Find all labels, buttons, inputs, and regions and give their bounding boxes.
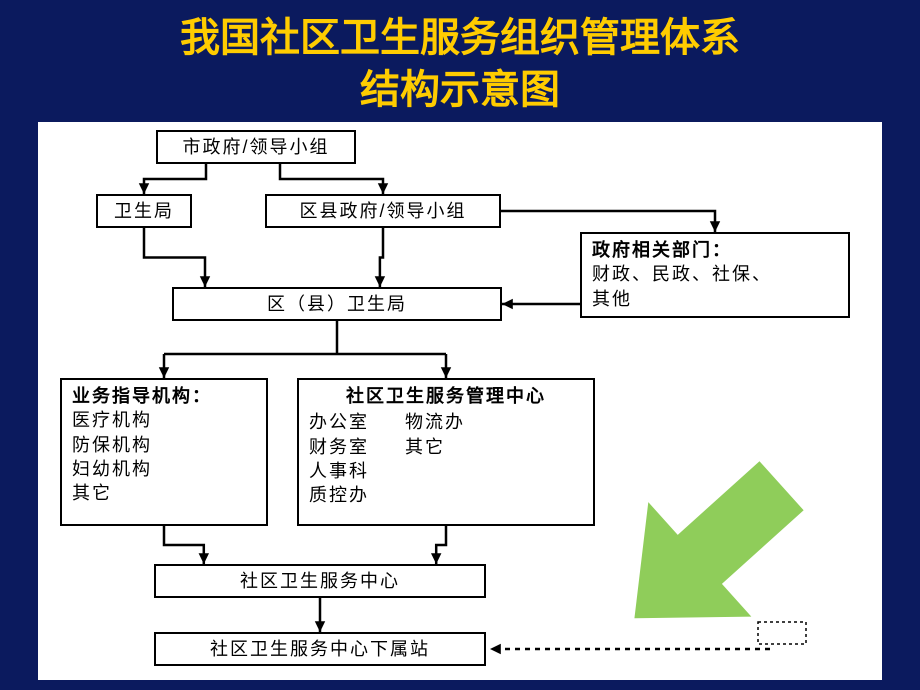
- node-qw_health: 区（县）卫生局: [172, 287, 502, 321]
- slide-title: 我国社区卫生服务组织管理体系 结构示意图: [0, 0, 920, 120]
- title-line2: 结构示意图: [0, 64, 920, 116]
- node-gov_dept-body: 财政、民政、社保、 其他: [592, 262, 838, 311]
- node-gov_dept: 政府相关部门：财政、民政、社保、 其他: [580, 232, 850, 318]
- title-line1: 我国社区卫生服务组织管理体系: [0, 12, 920, 64]
- green-arrow-icon: [578, 442, 838, 662]
- node-gov_dept-header: 政府相关部门：: [592, 238, 838, 262]
- node-biz: 业务指导机构：医疗机构 防保机构 妇幼机构 其它: [60, 378, 268, 526]
- node-health: 卫生局: [96, 194, 192, 228]
- node-biz-header: 业务指导机构：: [72, 384, 256, 408]
- diagram-area: 市政府/领导小组卫生局 区县政府/领导小组政府相关部门：财政、民政、社保、 其他区…: [38, 122, 882, 680]
- node-service: 社区卫生服务中心: [154, 564, 486, 598]
- node-station: 社区卫生服务中心下属站: [154, 632, 486, 666]
- node-mgmt: 社区卫生服务管理中心办公室 财务室 人事科 质控办物流办 其它: [297, 378, 595, 526]
- node-mgmt-header: 社区卫生服务管理中心: [309, 384, 583, 408]
- node-top: 市政府/领导小组: [156, 130, 356, 164]
- node-district: 区县政府/领导小组: [265, 194, 501, 228]
- node-biz-body: 医疗机构 防保机构 妇幼机构 其它: [72, 408, 256, 505]
